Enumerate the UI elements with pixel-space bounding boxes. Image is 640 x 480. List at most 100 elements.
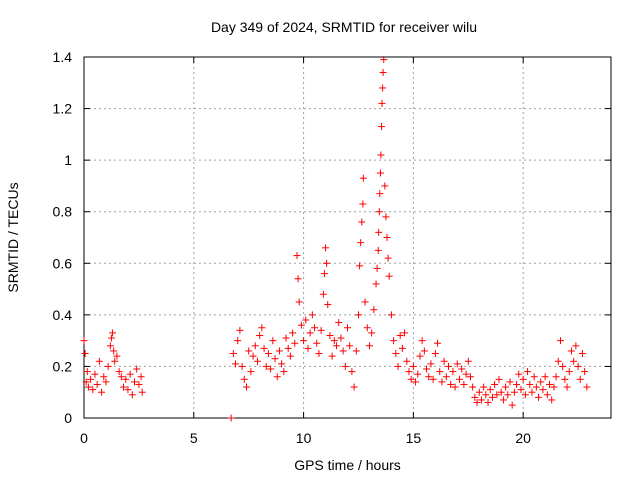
y-axis-label: SRMTID / TECUs [5, 182, 21, 292]
data-point [346, 342, 354, 350]
data-point [258, 324, 266, 332]
data-point [502, 383, 510, 391]
data-point [486, 386, 494, 394]
data-point [418, 337, 426, 345]
data-point [361, 298, 369, 306]
data-point [98, 388, 106, 396]
data-point [376, 190, 384, 198]
grid-lines [84, 57, 611, 418]
y-tick-label: 1.4 [53, 49, 73, 65]
data-point [506, 378, 514, 386]
data-point [382, 213, 390, 221]
data-point [352, 347, 360, 355]
data-point [267, 365, 275, 373]
data-point [138, 388, 146, 396]
data-point [427, 360, 435, 368]
data-point [384, 254, 392, 262]
data-point [365, 342, 373, 350]
data-point [583, 383, 591, 391]
data-point [269, 337, 277, 345]
data-point [363, 324, 371, 332]
data-point [471, 393, 479, 401]
data-point [387, 311, 395, 319]
data-point [354, 311, 362, 319]
y-tick-label: 0.6 [53, 255, 73, 271]
data-point [359, 200, 367, 208]
data-point [539, 386, 547, 394]
x-tick-label: 15 [406, 430, 422, 446]
data-point [425, 373, 433, 381]
data-point [440, 357, 448, 365]
data-point [102, 378, 110, 386]
data-point [565, 368, 573, 376]
data-point [513, 380, 521, 388]
data-point [451, 383, 459, 391]
data-point [120, 383, 128, 391]
data-point [396, 331, 404, 339]
data-point [249, 352, 257, 360]
data-point [532, 383, 540, 391]
data-point [541, 373, 549, 381]
data-point [81, 350, 89, 358]
data-point [368, 329, 376, 337]
data-point [324, 301, 332, 309]
data-point [109, 329, 117, 337]
data-point [100, 373, 108, 381]
data-point [374, 246, 382, 254]
data-point [83, 368, 91, 376]
data-point [319, 290, 327, 298]
data-point [376, 169, 384, 177]
data-point [392, 350, 400, 358]
data-point [370, 306, 378, 314]
data-point [458, 365, 466, 373]
data-point [561, 375, 569, 383]
data-point [407, 375, 415, 383]
data-point [313, 339, 321, 347]
y-tick-label: 0.4 [53, 307, 73, 323]
data-point [104, 362, 112, 370]
data-point [409, 362, 417, 370]
data-point [117, 373, 125, 381]
data-point [133, 365, 141, 373]
x-tick-label: 10 [296, 430, 312, 446]
data-point [401, 329, 409, 337]
x-tick-label: 5 [190, 430, 198, 446]
x-tick-label: 20 [515, 430, 531, 446]
data-point [304, 344, 312, 352]
data-point [251, 342, 259, 350]
data-point [256, 331, 264, 339]
data-point [477, 396, 485, 404]
data-point [519, 375, 527, 383]
data-point [107, 334, 115, 342]
data-point [378, 99, 386, 107]
axis-ticks: 0 0.2 0.4 0.6 0.8 1 1.2 1.4 0 5 10 15 20 [53, 49, 611, 446]
data-point [273, 373, 281, 381]
data-point [300, 337, 308, 345]
data-point [229, 350, 237, 358]
data-point [429, 375, 437, 383]
data-point [339, 347, 347, 355]
data-point [379, 84, 387, 92]
data-point [291, 339, 299, 347]
data-point [124, 386, 132, 394]
data-point [82, 378, 90, 386]
data-point [111, 357, 119, 365]
data-point [297, 321, 305, 329]
data-point [449, 368, 457, 376]
data-point [377, 151, 385, 159]
data-point [570, 357, 578, 365]
data-point [240, 375, 248, 383]
data-point [306, 329, 314, 337]
data-point [482, 391, 490, 399]
data-point [348, 368, 356, 376]
data-point [383, 234, 391, 241]
data-point [447, 380, 455, 388]
data-point [431, 350, 439, 358]
data-point [464, 357, 472, 365]
data-point [526, 380, 534, 388]
data-point [378, 123, 386, 131]
chart-title: Day 349 of 2024, SRMTID for receiver wil… [211, 19, 477, 35]
data-point [521, 391, 529, 399]
data-point [554, 357, 562, 365]
data-point [359, 174, 367, 182]
